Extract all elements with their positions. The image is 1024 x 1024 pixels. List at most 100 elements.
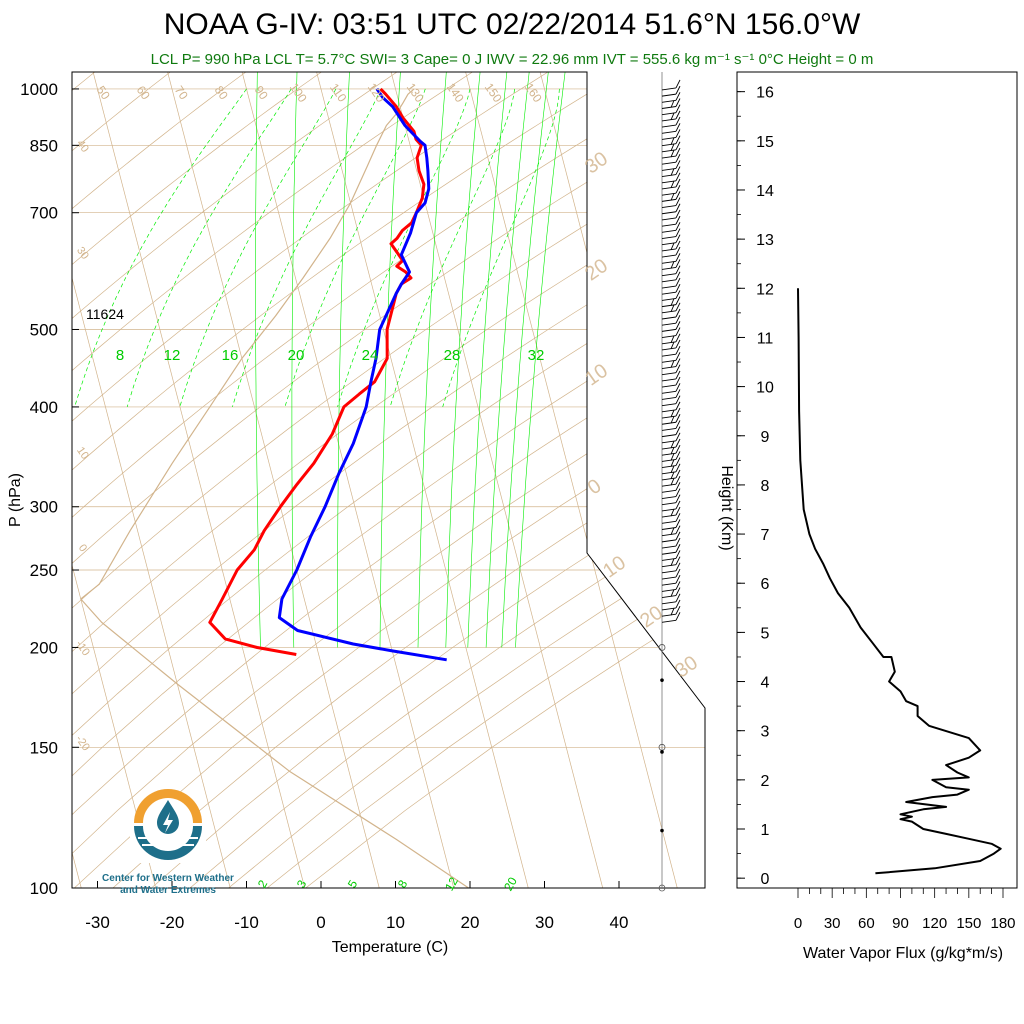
wind-barb-staff xyxy=(661,434,677,438)
wind-barb-flag xyxy=(675,271,681,281)
flux-y-tick-label: 6 xyxy=(761,576,770,593)
wind-barb-flag xyxy=(670,304,675,312)
mixing-ratio-label: 20 xyxy=(288,347,305,364)
wind-barb-staff xyxy=(661,347,677,351)
mixing-ratio-line xyxy=(501,72,549,648)
wind-barb-flag xyxy=(675,228,681,237)
wind-barb-flag xyxy=(675,135,681,144)
isopleth-label-left: -20 xyxy=(73,733,92,753)
wind-barb-staff xyxy=(661,130,677,134)
y-tick-label: 850 xyxy=(30,136,58,155)
wind-barb-flag xyxy=(675,376,681,386)
wind-barb-staff xyxy=(661,483,677,487)
isotherm-line xyxy=(390,72,604,888)
wind-barb-staff xyxy=(661,496,677,499)
y-tick-label: 150 xyxy=(30,738,58,757)
wind-barb xyxy=(661,420,681,431)
wind-barb-flag xyxy=(675,432,681,442)
wind-barb-flag xyxy=(675,327,681,336)
flux-x-tick-label: 30 xyxy=(824,915,841,932)
dry-adiabat xyxy=(72,72,624,888)
wind-barb-flag xyxy=(675,129,681,138)
flux-x-axis-label: Water Vapor Flux (g/kg*m/s) xyxy=(803,945,1003,962)
wind-barb xyxy=(661,389,681,400)
isotherm-line xyxy=(0,72,7,888)
wind-barb xyxy=(661,407,681,419)
wind-barb-flag xyxy=(675,537,681,547)
flux-x-tick-label: 0 xyxy=(794,915,802,932)
dry-adiabat xyxy=(189,72,705,888)
wind-barb-staff xyxy=(661,335,677,339)
wind-barb-flag xyxy=(675,451,681,460)
wind-barb-staff xyxy=(661,99,677,103)
wind-barb xyxy=(661,284,681,295)
wind-barb xyxy=(661,135,681,147)
wind-barb xyxy=(661,345,681,357)
wind-barb-flag xyxy=(675,587,681,596)
wind-barb-flag xyxy=(675,209,681,219)
wind-barb xyxy=(661,222,681,233)
flux-y-tick-label: 4 xyxy=(761,675,770,692)
x-axis-label: Temperature (C) xyxy=(332,939,448,956)
wind-barb-flag xyxy=(675,463,681,472)
wind-barb-staff xyxy=(661,149,677,153)
flux-y-tick-label: 1 xyxy=(761,822,770,839)
flux-y-tick-label: 9 xyxy=(761,429,770,446)
wind-barb xyxy=(661,184,681,196)
mixing-ratio-label: 8 xyxy=(116,347,124,364)
isopleth-label-top: 130 xyxy=(404,80,427,105)
wind-barb xyxy=(661,513,681,524)
wind-barb xyxy=(661,197,681,209)
wind-barb xyxy=(661,494,681,506)
flux-y-tick-label: 15 xyxy=(756,134,774,151)
wind-barb xyxy=(661,568,681,580)
wind-barb-flag xyxy=(675,494,681,503)
wind-barb xyxy=(661,277,681,289)
wind-barb-staff xyxy=(661,310,677,314)
wind-barb-flag xyxy=(675,203,681,212)
wind-barb xyxy=(661,488,681,499)
wind-barb xyxy=(661,445,681,456)
wind-barb-flag xyxy=(675,593,681,602)
wind-barb-flag xyxy=(670,527,675,535)
wind-barb-flag xyxy=(675,302,681,312)
wind-barb-flag xyxy=(675,438,681,448)
isopleth-label-top: 160 xyxy=(522,80,545,105)
mixing-ratio-line xyxy=(255,72,261,648)
moist-adiabat xyxy=(232,88,381,408)
wind-barb xyxy=(661,531,681,543)
wind-barb-flag xyxy=(675,116,681,126)
wind-barb-staff xyxy=(661,297,677,301)
wind-barb-staff xyxy=(661,613,677,617)
wind-barb-staff xyxy=(661,607,677,611)
flux-y-tick-label: 7 xyxy=(761,527,770,544)
x-tick-label: 20 xyxy=(461,913,480,932)
wind-barb-flag xyxy=(675,240,681,250)
wind-barb xyxy=(661,395,681,407)
wind-barb-staff xyxy=(661,93,677,97)
wind-barb-flag xyxy=(675,519,681,528)
isopleth-label-top: 100 xyxy=(287,80,310,105)
wind-barb xyxy=(661,104,681,116)
flux-y-tick-label: 14 xyxy=(756,183,774,200)
wind-barb-flag xyxy=(675,184,681,194)
wind-barb xyxy=(661,587,681,599)
wind-barb xyxy=(661,296,681,308)
dry-adiabat xyxy=(72,72,171,888)
wind-barb-flag xyxy=(670,242,675,251)
wind-barb-flag xyxy=(670,360,675,368)
wind-barb xyxy=(661,308,681,320)
wind-barb-staff xyxy=(661,558,677,561)
isotherm-line xyxy=(72,72,157,888)
wind-barb-staff xyxy=(661,440,677,444)
wind-barb-flag xyxy=(670,558,675,566)
wind-barb-flag xyxy=(675,166,681,175)
wind-barb-flag xyxy=(675,253,681,262)
mixing-ratio-line xyxy=(417,72,447,648)
wind-barb-flag xyxy=(670,341,675,350)
wind-barb-staff xyxy=(661,551,677,555)
wind-barb-flag xyxy=(675,556,681,565)
wind-barb xyxy=(661,327,681,339)
wind-barb-staff xyxy=(661,545,677,549)
wind-barb-staff xyxy=(661,372,677,376)
